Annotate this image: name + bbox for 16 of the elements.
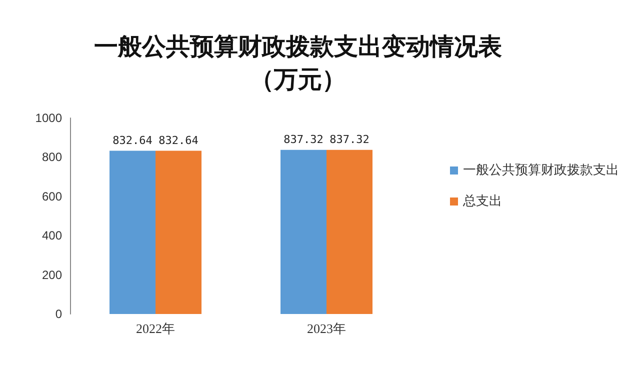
y-tick-label: 1000 — [35, 111, 62, 125]
y-tick-label: 0 — [55, 307, 62, 321]
legend-label: 一般公共预算财政拨款支出 — [463, 163, 619, 178]
y-tick-label: 200 — [42, 268, 62, 282]
x-tick-label: 2022年 — [136, 321, 175, 336]
x-tick-label: 2023年 — [307, 321, 346, 336]
data-label: 832.64 — [158, 134, 199, 147]
chart-title: 一般公共预算财政拨款支出变动情况表 — [94, 32, 502, 60]
data-label: 837.32 — [284, 132, 324, 146]
y-tick-label: 600 — [42, 189, 62, 204]
legend-label: 总支出 — [462, 194, 502, 209]
data-label: 832.64 — [112, 134, 153, 147]
y-tick-label: 800 — [42, 150, 62, 164]
chart-subtitle: （万元） — [250, 64, 346, 94]
y-tick-label: 400 — [42, 228, 62, 243]
data-label: 837.32 — [330, 132, 370, 146]
